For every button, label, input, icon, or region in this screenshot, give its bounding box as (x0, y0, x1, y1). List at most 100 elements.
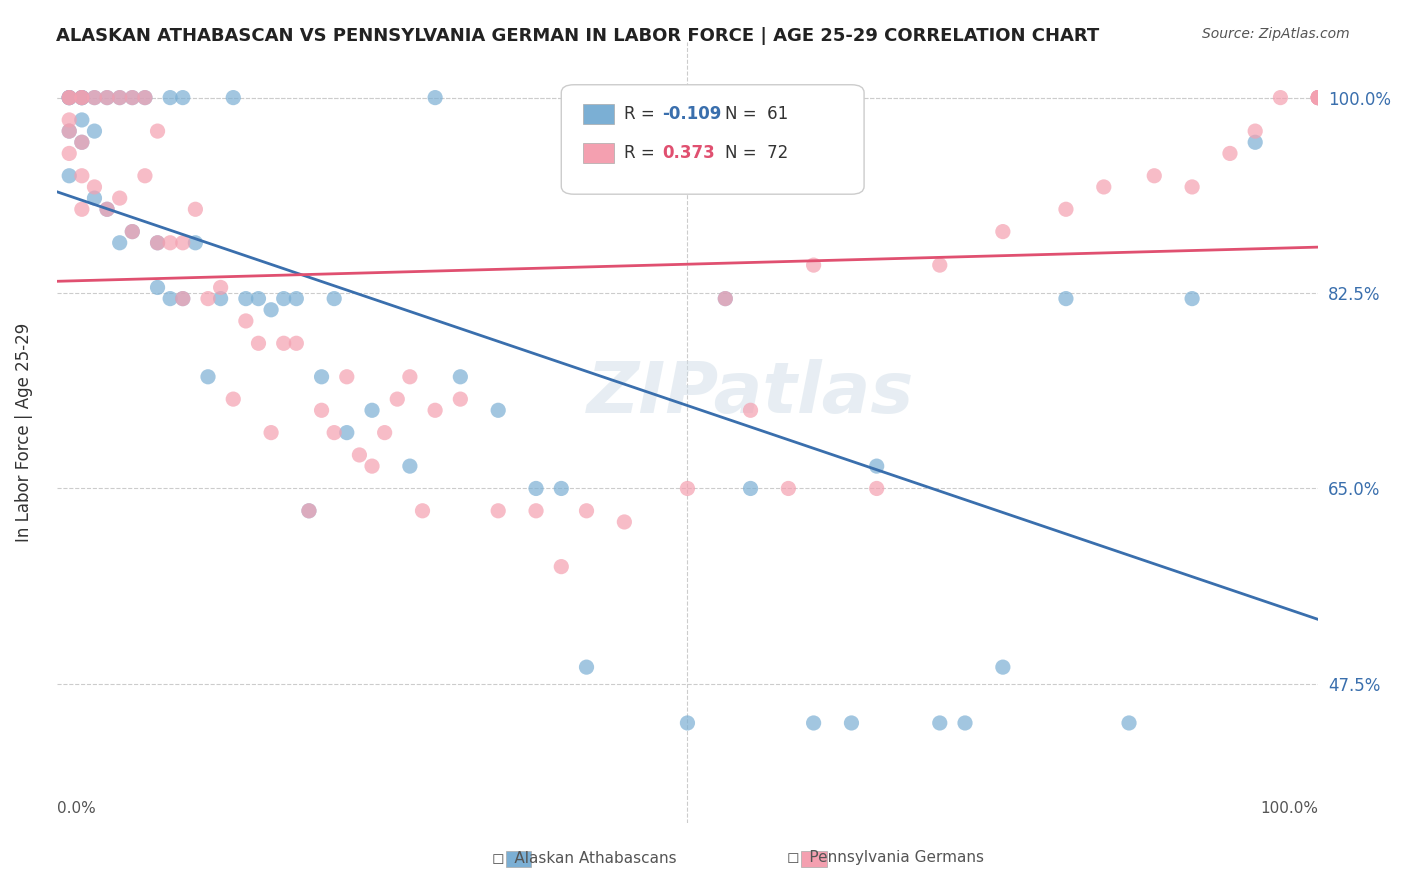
Alaskan Athabascans (108, 90, 131, 104)
Alaskan Athabascans (121, 90, 143, 104)
Text: ◻  Pennsylvania Germans: ◻ Pennsylvania Germans (787, 850, 984, 865)
Pennsylvania Germans (1308, 90, 1330, 104)
Alaskan Athabascans (550, 482, 572, 496)
Text: 100.0%: 100.0% (1260, 801, 1319, 816)
Alaskan Athabascans (298, 504, 321, 518)
Pennsylvania Germans (1308, 90, 1330, 104)
Pennsylvania Germans (146, 124, 169, 138)
Pennsylvania Germans (172, 292, 194, 306)
Text: Source: ZipAtlas.com: Source: ZipAtlas.com (1202, 27, 1350, 41)
Pennsylvania Germans (1270, 90, 1292, 104)
Pennsylvania Germans (58, 146, 80, 161)
Alaskan Athabascans (70, 90, 93, 104)
Alaskan Athabascans (70, 90, 93, 104)
Alaskan Athabascans (70, 90, 93, 104)
Pennsylvania Germans (740, 403, 762, 417)
Alaskan Athabascans (524, 482, 547, 496)
Y-axis label: In Labor Force | Age 25-29: In Labor Force | Age 25-29 (15, 323, 32, 542)
Pennsylvania Germans (575, 504, 598, 518)
Alaskan Athabascans (58, 90, 80, 104)
Alaskan Athabascans (108, 235, 131, 250)
Pennsylvania Germans (486, 504, 509, 518)
Pennsylvania Germans (1181, 180, 1204, 194)
Pennsylvania Germans (423, 403, 446, 417)
Alaskan Athabascans (159, 90, 181, 104)
Alaskan Athabascans (841, 716, 863, 731)
Alaskan Athabascans (83, 90, 105, 104)
Text: R =: R = (624, 144, 665, 161)
Text: 0.0%: 0.0% (56, 801, 96, 816)
Alaskan Athabascans (134, 90, 156, 104)
Pennsylvania Germans (1054, 202, 1077, 217)
Pennsylvania Germans (70, 169, 93, 183)
Pennsylvania Germans (311, 403, 333, 417)
Pennsylvania Germans (134, 90, 156, 104)
Pennsylvania Germans (449, 392, 471, 406)
Alaskan Athabascans (146, 235, 169, 250)
Bar (582, 144, 614, 163)
Pennsylvania Germans (374, 425, 396, 440)
Pennsylvania Germans (108, 191, 131, 205)
Alaskan Athabascans (58, 169, 80, 183)
Pennsylvania Germans (273, 336, 295, 351)
Pennsylvania Germans (298, 504, 321, 518)
Bar (582, 104, 614, 124)
Pennsylvania Germans (1308, 90, 1330, 104)
Alaskan Athabascans (575, 660, 598, 674)
Alaskan Athabascans (83, 124, 105, 138)
Alaskan Athabascans (96, 202, 118, 217)
Pennsylvania Germans (70, 90, 93, 104)
Pennsylvania Germans (184, 202, 207, 217)
Pennsylvania Germans (172, 235, 194, 250)
Alaskan Athabascans (96, 90, 118, 104)
Pennsylvania Germans (70, 202, 93, 217)
Pennsylvania Germans (387, 392, 409, 406)
Pennsylvania Germans (58, 124, 80, 138)
Pennsylvania Germans (323, 425, 346, 440)
Pennsylvania Germans (336, 369, 359, 384)
Pennsylvania Germans (83, 180, 105, 194)
Alaskan Athabascans (70, 135, 93, 149)
Alaskan Athabascans (740, 482, 762, 496)
Pennsylvania Germans (1143, 169, 1166, 183)
Pennsylvania Germans (524, 504, 547, 518)
Alaskan Athabascans (486, 403, 509, 417)
Pennsylvania Germans (58, 90, 80, 104)
Alaskan Athabascans (449, 369, 471, 384)
Alaskan Athabascans (159, 292, 181, 306)
Alaskan Athabascans (1118, 716, 1140, 731)
Pennsylvania Germans (146, 235, 169, 250)
Alaskan Athabascans (273, 292, 295, 306)
Pennsylvania Germans (209, 280, 232, 294)
Alaskan Athabascans (146, 280, 169, 294)
Pennsylvania Germans (222, 392, 245, 406)
Pennsylvania Germans (399, 369, 422, 384)
Alaskan Athabascans (676, 716, 699, 731)
Alaskan Athabascans (1181, 292, 1204, 306)
Alaskan Athabascans (285, 292, 308, 306)
Alaskan Athabascans (58, 90, 80, 104)
Text: 0.373: 0.373 (662, 144, 716, 161)
Pennsylvania Germans (991, 225, 1014, 239)
Pennsylvania Germans (134, 169, 156, 183)
Pennsylvania Germans (260, 425, 283, 440)
Pennsylvania Germans (159, 235, 181, 250)
Pennsylvania Germans (1219, 146, 1241, 161)
Text: -0.109: -0.109 (662, 104, 721, 123)
Pennsylvania Germans (108, 90, 131, 104)
FancyBboxPatch shape (561, 85, 865, 194)
Pennsylvania Germans (613, 515, 636, 529)
Pennsylvania Germans (96, 90, 118, 104)
Alaskan Athabascans (58, 90, 80, 104)
Pennsylvania Germans (197, 292, 219, 306)
Pennsylvania Germans (1308, 90, 1330, 104)
Pennsylvania Germans (411, 504, 433, 518)
Text: R =: R = (624, 104, 661, 123)
Alaskan Athabascans (222, 90, 245, 104)
Alaskan Athabascans (1308, 90, 1330, 104)
Pennsylvania Germans (928, 258, 950, 272)
Alaskan Athabascans (323, 292, 346, 306)
Alaskan Athabascans (423, 90, 446, 104)
Alaskan Athabascans (58, 124, 80, 138)
Alaskan Athabascans (399, 459, 422, 474)
